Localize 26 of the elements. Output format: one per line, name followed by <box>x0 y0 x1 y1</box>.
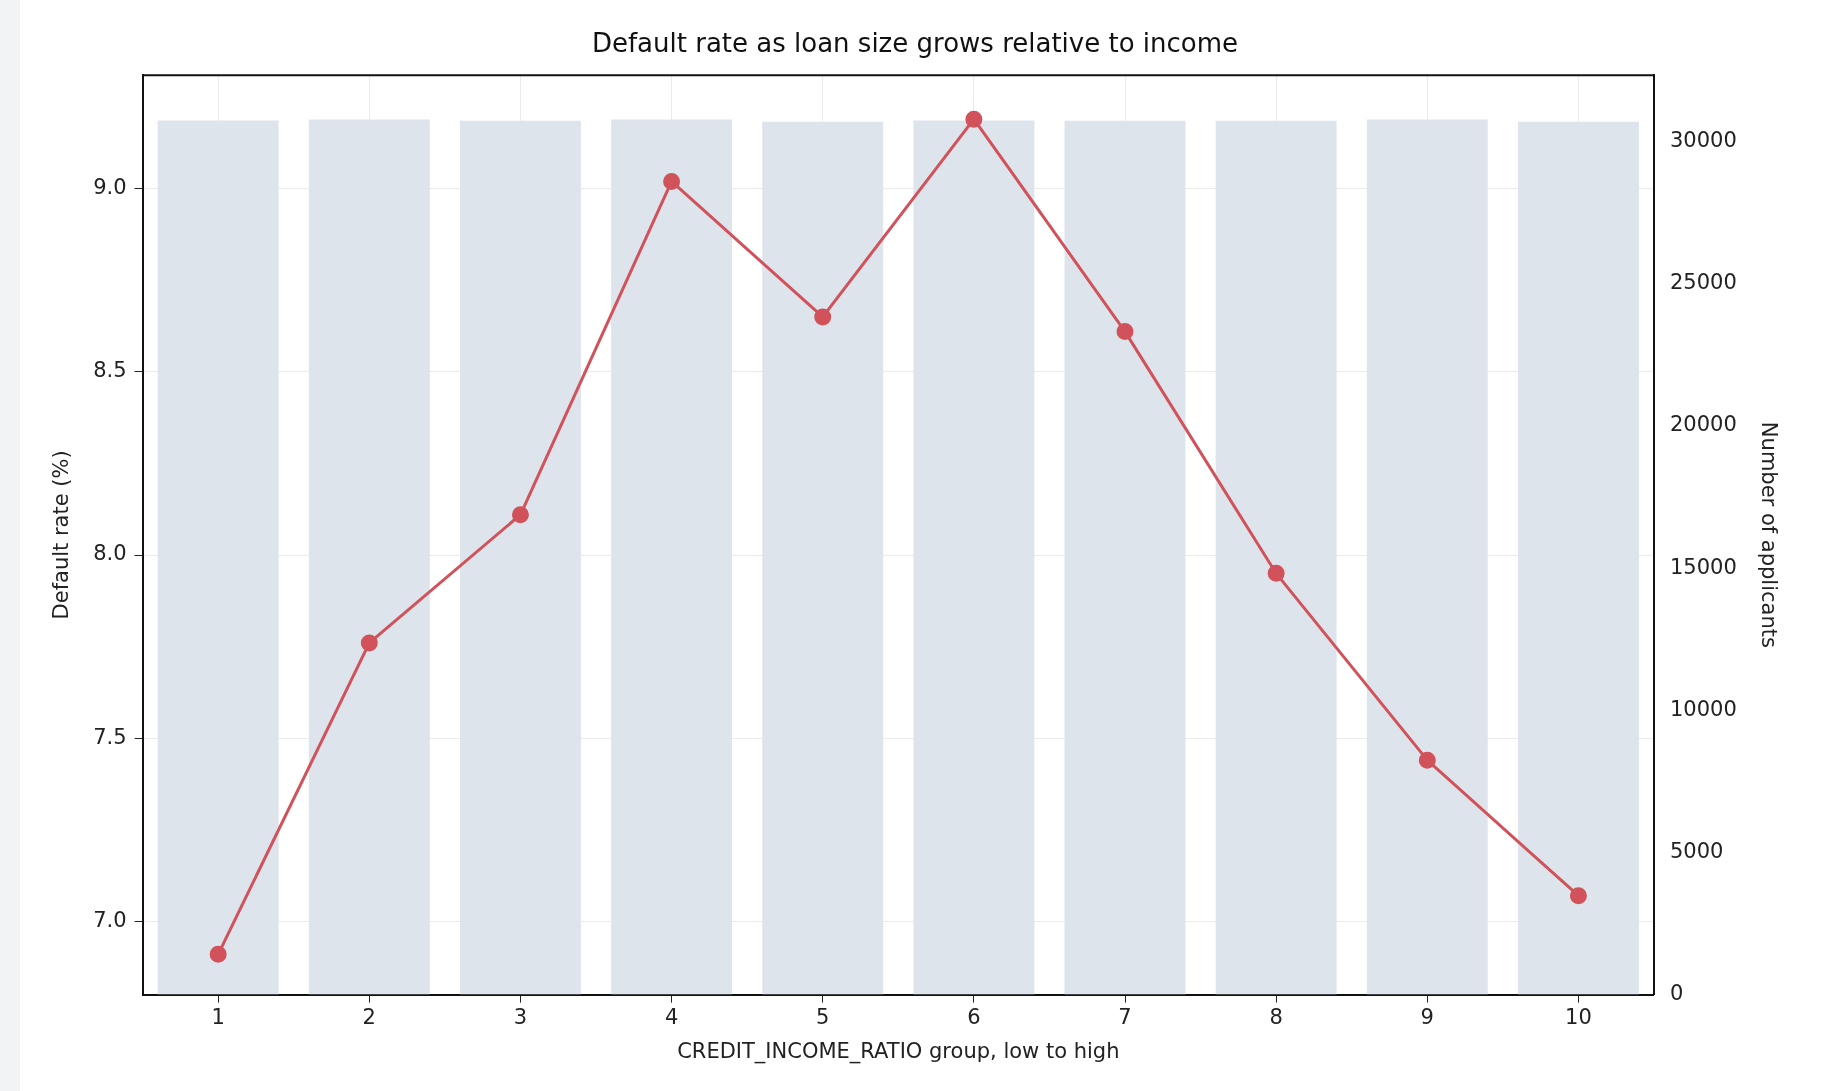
x-tick-label: 5 <box>816 1004 830 1029</box>
y2-tick-label: 0 <box>1670 981 1684 1006</box>
y2-tick-label: 25000 <box>1670 270 1737 295</box>
y-tick-label: 9.0 <box>93 175 127 200</box>
y2-tick-label: 15000 <box>1670 554 1737 579</box>
x-tick-label: 6 <box>967 1004 981 1029</box>
y-tick-label: 8.0 <box>93 541 127 566</box>
y2-tick-label: 30000 <box>1670 128 1737 153</box>
x-tick-label: 4 <box>664 1004 679 1029</box>
x-tick-label: 9 <box>1420 1004 1434 1029</box>
chart-title: Default rate as loan size grows relative to income <box>591 28 1239 59</box>
y2-tick-label: 10000 <box>1670 696 1737 721</box>
y-tick-label: 7.5 <box>93 724 127 749</box>
x-tick-label: 7 <box>1118 1004 1132 1029</box>
y2-tick-label: 5000 <box>1670 838 1724 863</box>
x-tick-label: 1 <box>211 1004 225 1029</box>
x-tick-label: 2 <box>362 1004 376 1029</box>
y-axis-title: Default rate (%) <box>49 450 74 620</box>
x-tick-label: 3 <box>513 1004 528 1029</box>
y2-axis-title: Number of applicants <box>1756 421 1781 648</box>
y-tick-label: 8.5 <box>93 358 127 383</box>
x-axis-title: CREDIT_INCOME_RATIO group, low to high <box>677 1038 1120 1064</box>
x-tick-label: 10 <box>1565 1004 1592 1029</box>
y-tick-label: 7.0 <box>93 907 127 932</box>
x-tick-label: 8 <box>1269 1004 1283 1029</box>
y2-tick-label: 20000 <box>1670 412 1737 437</box>
